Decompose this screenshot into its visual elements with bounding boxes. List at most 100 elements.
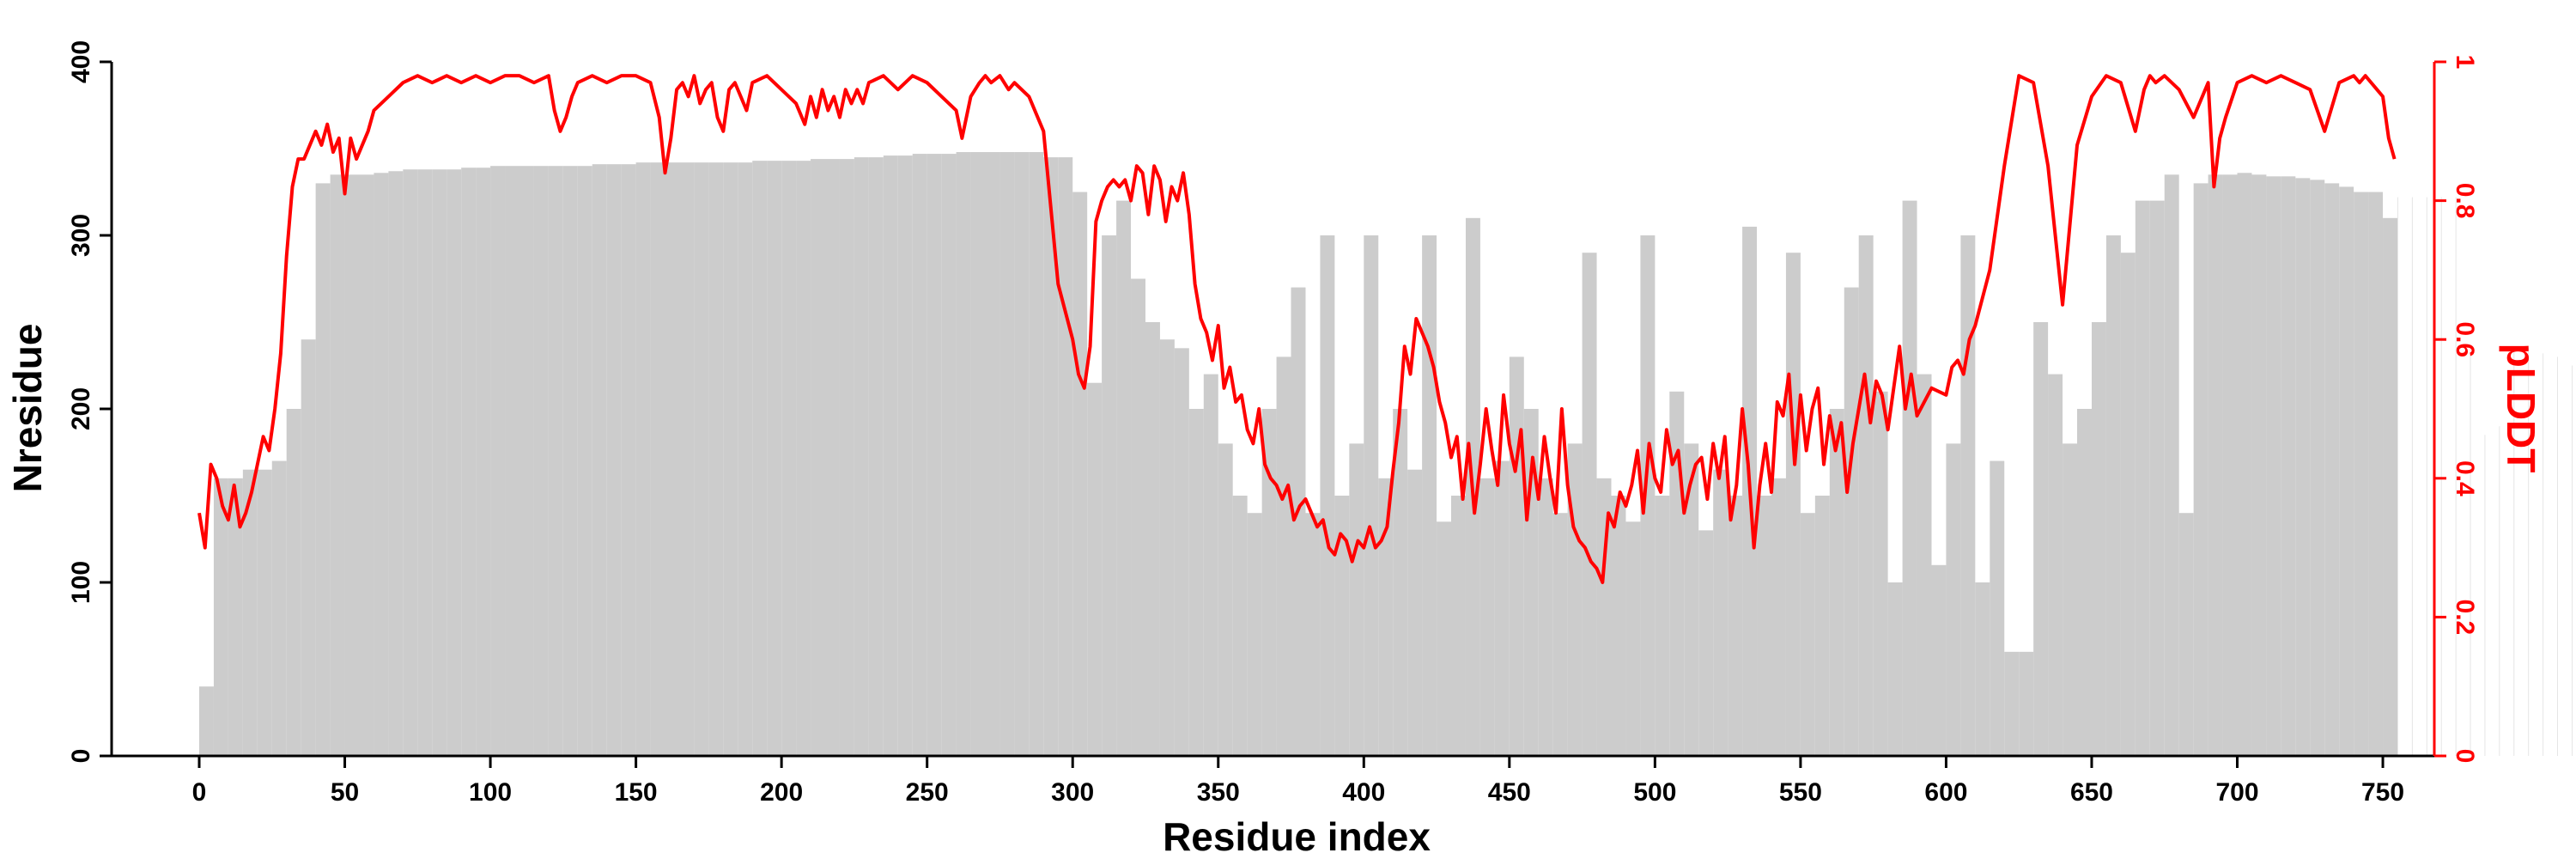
x-tick-label: 600 [1924, 778, 1967, 807]
bar [1232, 496, 1248, 756]
bar [2528, 348, 2530, 756]
bar [665, 162, 680, 756]
bar [708, 162, 724, 756]
bar [985, 152, 1000, 757]
bar [388, 171, 404, 756]
bar [548, 166, 563, 756]
bar [2572, 365, 2573, 756]
bar [1058, 157, 1073, 757]
bar [1043, 157, 1059, 757]
x-tick-label: 650 [2070, 778, 2113, 807]
bar [2178, 513, 2194, 756]
bar [868, 157, 884, 757]
x-tick-label: 50 [331, 778, 359, 807]
bar [1960, 235, 1976, 756]
bar [577, 166, 592, 756]
x-tick-label: 300 [1051, 778, 1094, 807]
bar [1014, 152, 1030, 757]
bar [2354, 192, 2369, 756]
bar [1771, 478, 1786, 756]
bar [2077, 409, 2092, 756]
bar [1698, 530, 1714, 756]
x-tick-label: 350 [1197, 778, 1240, 807]
bar [505, 166, 519, 756]
x-tick-label: 200 [760, 778, 803, 807]
bar [1582, 253, 1597, 756]
bar [781, 161, 797, 756]
bar [1713, 469, 1728, 756]
bar [2455, 197, 2457, 756]
bar [1655, 496, 1670, 756]
bar [1858, 235, 1874, 756]
bar [1393, 409, 1408, 756]
bar [2324, 183, 2340, 756]
bar [1247, 513, 1262, 756]
y-axis-title: Nresidue [5, 324, 50, 493]
bar [1728, 496, 1743, 756]
bar [1509, 356, 1524, 756]
bar [1407, 469, 1423, 756]
bar [1261, 409, 1277, 756]
bar [2383, 217, 2397, 757]
bar [1640, 235, 1656, 756]
bar [767, 161, 782, 756]
bar [897, 155, 913, 756]
x-tick-label: 0 [192, 778, 207, 807]
bar [2266, 176, 2281, 756]
bar [1334, 496, 1350, 756]
bar [2295, 178, 2311, 757]
bar [854, 157, 869, 757]
bar [2091, 322, 2106, 756]
y2-tick-label: 1 [2451, 55, 2479, 70]
bar [1145, 322, 1160, 756]
x-tick-label: 550 [1779, 778, 1822, 807]
bar [242, 469, 258, 756]
bar [2237, 173, 2252, 756]
bar [1349, 443, 1364, 756]
x-tick-label: 700 [2215, 778, 2258, 807]
bar [1203, 374, 1218, 756]
bar [1188, 409, 1204, 756]
bar [1800, 513, 1815, 756]
bar [2411, 197, 2413, 756]
bar [1975, 582, 1990, 756]
bar [519, 166, 534, 756]
bar [199, 686, 214, 756]
bar [1364, 235, 1379, 756]
bar [301, 339, 316, 756]
bar [1990, 460, 2005, 756]
bar [330, 174, 345, 757]
bar [1494, 460, 1510, 756]
bar [2397, 197, 2398, 756]
bar [2004, 651, 2020, 756]
bar [825, 159, 840, 756]
bar [912, 154, 927, 756]
bar [2543, 353, 2544, 756]
bar [2339, 186, 2354, 756]
bar [2063, 443, 2078, 756]
bar [606, 164, 622, 756]
bar [257, 469, 272, 756]
bar [1218, 443, 1233, 756]
bar [1887, 582, 1903, 756]
bar [213, 478, 228, 756]
bar [723, 162, 738, 756]
bar [2105, 235, 2121, 756]
bar [941, 154, 957, 756]
bar [2557, 356, 2558, 756]
bar [1451, 496, 1466, 756]
bar [461, 168, 477, 757]
bar [1479, 478, 1495, 756]
y-tick-label: 100 [67, 561, 95, 604]
y2-tick-label: 0 [2451, 749, 2479, 764]
x-axis-title: Residue index [1163, 814, 1431, 859]
x-tick-label: 250 [906, 778, 949, 807]
bar [374, 173, 389, 756]
bar [344, 174, 360, 757]
bar [447, 169, 462, 757]
bar [2222, 174, 2238, 757]
bar [1087, 382, 1103, 756]
bar [2033, 322, 2049, 756]
